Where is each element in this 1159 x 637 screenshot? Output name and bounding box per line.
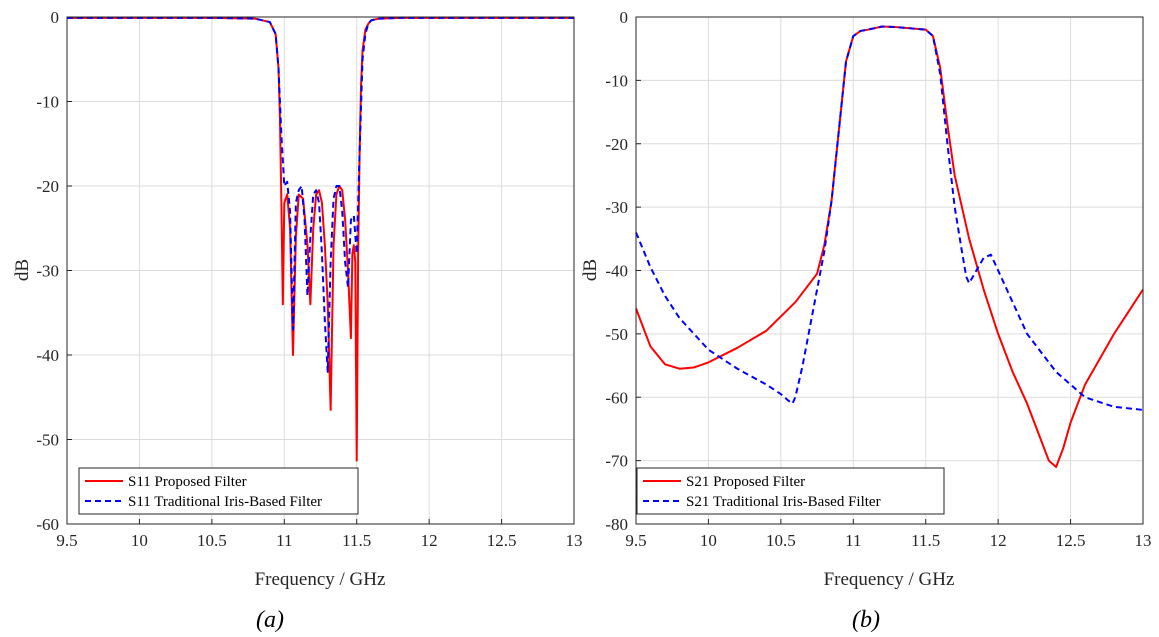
series-line-b-0 xyxy=(636,27,1143,467)
x-axis-label-b: Frequency / GHz xyxy=(824,569,955,590)
grid-a xyxy=(67,17,574,524)
y-tick-label: -30 xyxy=(36,262,59,281)
caption-b: (b) xyxy=(852,607,880,633)
x-tick-label: 10 xyxy=(131,531,148,550)
legend-label-s11-traditional: S11 Traditional Iris-Based Filter xyxy=(128,494,322,510)
y-tick-label: -80 xyxy=(605,515,628,534)
y-axis-label-a: dB xyxy=(12,259,33,281)
y-tick-label: -10 xyxy=(605,71,628,90)
y-tick-label: -60 xyxy=(36,515,59,534)
x-tick-label: 11.5 xyxy=(911,531,940,550)
x-tick-label: 12 xyxy=(421,531,438,550)
grid-b xyxy=(636,17,1143,524)
x-tick-label: 10.5 xyxy=(766,531,796,550)
y-tick-label: -50 xyxy=(36,431,59,450)
x-tick-label: 12.5 xyxy=(487,531,517,550)
caption-a: (a) xyxy=(256,607,284,633)
y-tick-label: -70 xyxy=(605,452,628,471)
x-tick-label: 10.5 xyxy=(197,531,227,550)
x-tick-label: 13 xyxy=(1135,531,1152,550)
legend-a: S11 Proposed Filter S11 Traditional Iris… xyxy=(79,468,358,514)
y-tick-label: -20 xyxy=(605,135,628,154)
y-tick-label: -10 xyxy=(36,93,59,112)
series-line-b-1 xyxy=(636,27,1143,410)
x-tick-label: 11 xyxy=(276,531,292,550)
legend-b: S21 Proposed Filter S21 Traditional Iris… xyxy=(637,468,944,514)
series-a xyxy=(67,18,574,461)
y-tick-label: -40 xyxy=(36,346,59,365)
y-tick-label: -40 xyxy=(605,262,628,281)
x-tick-label: 9.5 xyxy=(56,531,77,550)
y-tick-label: 0 xyxy=(620,8,629,27)
series-b xyxy=(636,27,1143,467)
chart-a: 9.5 10 10.5 11 11.5 12 12.5 13 0 -10 -20 -30 -40 -50… xyxy=(12,8,583,633)
x-tick-label: 11 xyxy=(845,531,861,550)
y-tick-label: -30 xyxy=(605,198,628,217)
legend-label-s21-traditional: S21 Traditional Iris-Based Filter xyxy=(686,494,881,510)
legend-label-s21-proposed: S21 Proposed Filter xyxy=(686,474,805,490)
chart-b: 9.5 10 10.5 11 11.5 12 12.5 13 0 -10 -20 -30 -40 -50… xyxy=(580,8,1152,633)
x-tick-label: 13 xyxy=(566,531,583,550)
x-tick-label: 10 xyxy=(700,531,717,550)
y-axis-label-b: dB xyxy=(580,259,601,281)
x-axis-label-a: Frequency / GHz xyxy=(255,569,386,590)
x-tick-label: 9.5 xyxy=(625,531,646,550)
legend-label-s11-proposed: S11 Proposed Filter xyxy=(128,474,247,490)
x-tick-label: 11.5 xyxy=(342,531,371,550)
y-tick-label: 0 xyxy=(51,8,60,27)
x-tick-label: 12.5 xyxy=(1056,531,1086,550)
x-tick-label: 12 xyxy=(990,531,1007,550)
y-tick-label: -20 xyxy=(36,177,59,196)
y-tick-label: -50 xyxy=(605,325,628,344)
y-tick-label: -60 xyxy=(605,388,628,407)
